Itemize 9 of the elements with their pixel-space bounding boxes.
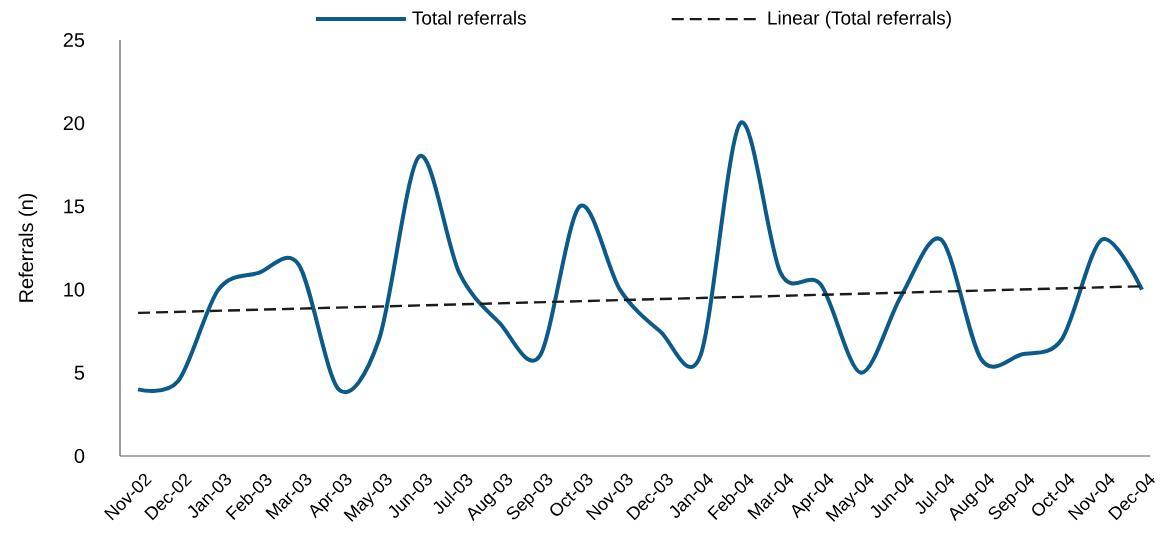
- legend-label: Linear (Total referrals): [768, 10, 951, 29]
- legend-label: Total referrals: [412, 10, 526, 25]
- y-axis-title: Referrals (n): [18, 193, 38, 302]
- y-tick-label: 10: [64, 282, 85, 297]
- y-tick-label: 25: [63, 32, 85, 48]
- y-tick-label: 5: [74, 365, 85, 380]
- y-tick-label: 0: [74, 448, 85, 464]
- y-tick-label: 20: [63, 116, 85, 131]
- y-tick-label: 15: [64, 199, 85, 214]
